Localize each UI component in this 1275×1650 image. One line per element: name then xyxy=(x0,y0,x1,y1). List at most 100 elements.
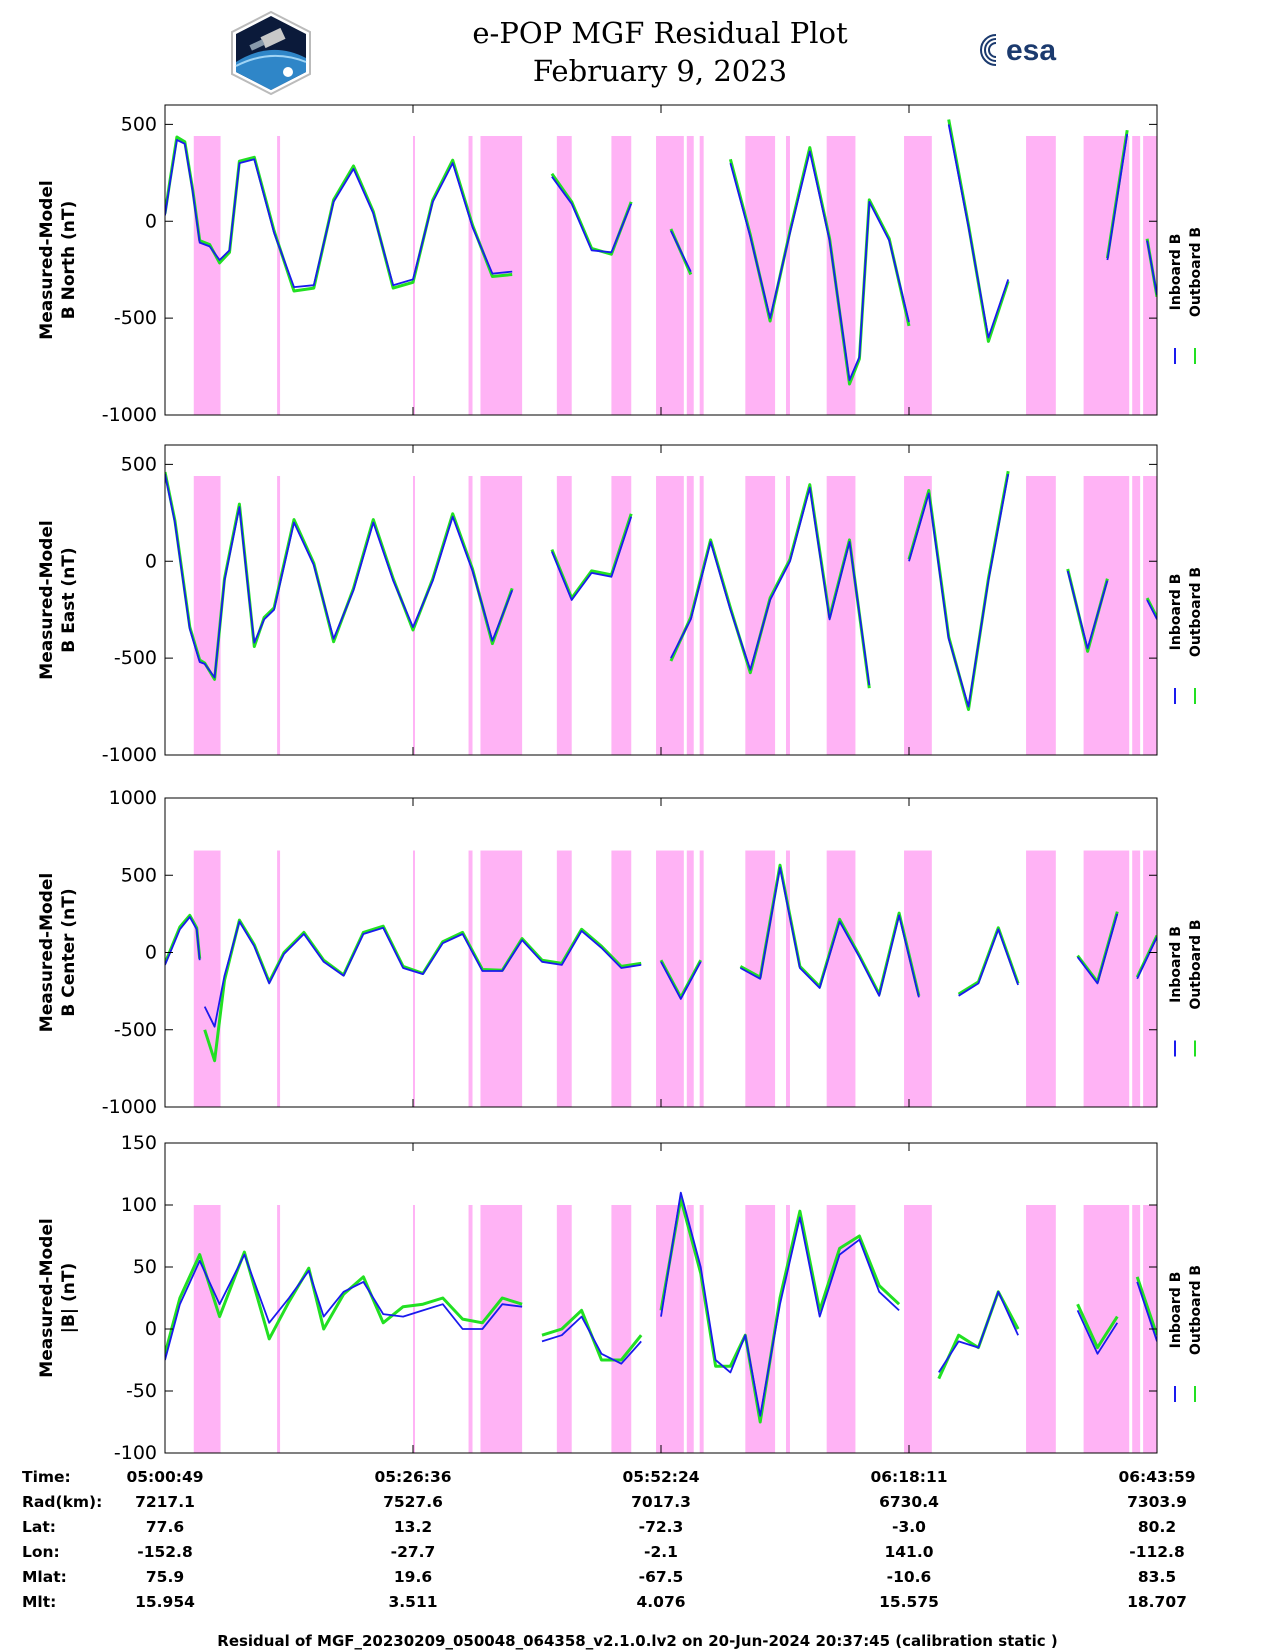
shaded-interval xyxy=(1083,1205,1130,1453)
plot-title: e-POP MGF Residual Plot February 9, 2023 xyxy=(380,14,940,90)
shaded-interval xyxy=(277,1205,281,1453)
shaded-interval xyxy=(686,136,694,415)
shaded-interval xyxy=(1026,1205,1056,1453)
y-axis-label-line-2: |B| (nT) xyxy=(59,1263,79,1334)
shaded-interval xyxy=(1026,476,1056,755)
shaded-interval xyxy=(826,136,856,415)
info-cell: 141.0 xyxy=(884,1543,934,1561)
shaded-interval xyxy=(556,476,572,755)
info-cell: -10.6 xyxy=(886,1568,932,1586)
series-line-inboard-b xyxy=(165,1191,1157,1417)
shaded-interval xyxy=(904,476,932,755)
info-cell: -3.0 xyxy=(892,1518,926,1536)
info-cell: 7217.1 xyxy=(135,1493,195,1511)
y-tick-label: 0 xyxy=(145,550,157,572)
info-cell: 77.6 xyxy=(145,1518,185,1536)
legend-label-outboard: Outboard B xyxy=(1188,919,1204,1009)
info-cell: 7303.9 xyxy=(1127,1493,1187,1511)
shaded-interval xyxy=(686,1205,694,1453)
y-axis-label: Measured-Model |B| (nT) xyxy=(37,1218,79,1377)
legend-label-inboard: Inboard B xyxy=(1168,926,1184,1003)
shaded-interval xyxy=(1132,1205,1141,1453)
legend: Inboard B Outboard B xyxy=(1168,227,1204,364)
shaded-interval xyxy=(785,476,790,755)
legend-label-outboard: Outboard B xyxy=(1188,227,1204,317)
y-tick-label: 1000 xyxy=(109,787,157,809)
shaded-interval xyxy=(193,1205,221,1453)
shaded-interval xyxy=(656,1205,684,1453)
info-cell: 15.954 xyxy=(135,1593,195,1611)
y-tick-label: -1000 xyxy=(102,744,157,766)
y-tick-label: 50 xyxy=(133,1256,157,1278)
y-tick-label: 500 xyxy=(121,864,157,886)
shaded-interval xyxy=(1026,850,1056,1107)
shaded-interval xyxy=(413,1205,415,1453)
shaded-interval xyxy=(1143,136,1157,415)
info-cell: 75.9 xyxy=(145,1568,185,1586)
shaded-interval xyxy=(1083,136,1130,415)
shaded-interval xyxy=(1026,136,1056,415)
shaded-interval xyxy=(785,136,790,415)
legend-label-inboard: Inboard B xyxy=(1168,1272,1184,1349)
info-cell: -67.5 xyxy=(638,1568,684,1586)
panel-2: -1000 -500 0 500 Measured-Model B East (nT) In… xyxy=(37,444,1204,766)
shaded-interval xyxy=(480,850,523,1107)
esa-logo-text: esa xyxy=(1006,34,1056,67)
info-cell: 6730.4 xyxy=(879,1493,939,1511)
y-axis-label-line-2: B East (nT) xyxy=(59,547,79,652)
shaded-interval xyxy=(904,850,932,1107)
info-cell: 19.6 xyxy=(393,1568,433,1586)
y-axis-label: Measured-Model B North (nT) xyxy=(37,180,79,339)
y-tick-label: 150 xyxy=(121,1132,157,1154)
y-axis-label: Measured-Model B East (nT) xyxy=(37,520,79,679)
shaded-interval xyxy=(699,476,704,755)
title-line-2: February 9, 2023 xyxy=(532,54,788,88)
shaded-interval xyxy=(699,1205,704,1453)
info-cell: 4.076 xyxy=(636,1593,686,1611)
info-cell: -27.7 xyxy=(390,1543,436,1561)
shaded-interval xyxy=(611,1205,632,1453)
shaded-interval xyxy=(413,850,415,1107)
info-cell: 83.5 xyxy=(1137,1568,1177,1586)
shaded-interval xyxy=(1132,136,1141,415)
info-cell: -72.3 xyxy=(638,1518,684,1536)
y-tick-label: -500 xyxy=(114,307,157,329)
shaded-interval xyxy=(556,136,572,415)
info-cell: 05:52:24 xyxy=(622,1468,700,1486)
shaded-interval xyxy=(193,476,221,755)
y-axis-label: Measured-Model B Center (nT) xyxy=(37,873,79,1032)
info-cell: 15.575 xyxy=(879,1593,939,1611)
shaded-interval xyxy=(277,136,281,415)
shaded-interval xyxy=(468,136,473,415)
info-row-label: Lat: xyxy=(22,1518,56,1536)
y-axis-label-line-2: B North (nT) xyxy=(59,201,79,320)
y-tick-label: -500 xyxy=(114,1019,157,1041)
shaded-interval xyxy=(480,1205,523,1453)
shaded-interval xyxy=(1083,476,1130,755)
y-tick-label: -1000 xyxy=(102,1096,157,1118)
info-cell: 05:26:36 xyxy=(374,1468,452,1486)
y-tick-label: -500 xyxy=(114,647,157,669)
shaded-interval xyxy=(611,850,632,1107)
info-row: Lon: -152.8 -27.7 -2.1 141.0 -112.8 xyxy=(22,1543,1185,1567)
shaded-interval xyxy=(785,1205,790,1453)
y-axis-label-line-2: B Center (nT) xyxy=(59,888,79,1016)
shaded-interval xyxy=(785,850,790,1107)
legend: Inboard B Outboard B xyxy=(1168,567,1204,704)
shaded-interval xyxy=(611,476,632,755)
shaded-interval xyxy=(1132,850,1141,1107)
info-row-label: Mlat: xyxy=(22,1568,67,1586)
legend: Inboard B Outboard B xyxy=(1168,919,1204,1057)
shaded-interval xyxy=(468,476,473,755)
y-tick-label: 0 xyxy=(145,942,157,964)
series-line-inboard-b xyxy=(165,124,1157,381)
y-axis-label-line-1: Measured-Model xyxy=(37,520,57,679)
series-line-inboard-b xyxy=(165,866,1157,1028)
info-row: Mlat: 75.9 19.6 -67.5 -10.6 83.5 xyxy=(22,1568,1182,1592)
shaded-interval xyxy=(745,476,776,755)
shaded-interval xyxy=(656,476,684,755)
legend-label-outboard: Outboard B xyxy=(1188,567,1204,657)
info-cell: -112.8 xyxy=(1129,1543,1185,1561)
shaded-interval xyxy=(904,1205,932,1453)
info-cell: 06:18:11 xyxy=(870,1468,948,1486)
